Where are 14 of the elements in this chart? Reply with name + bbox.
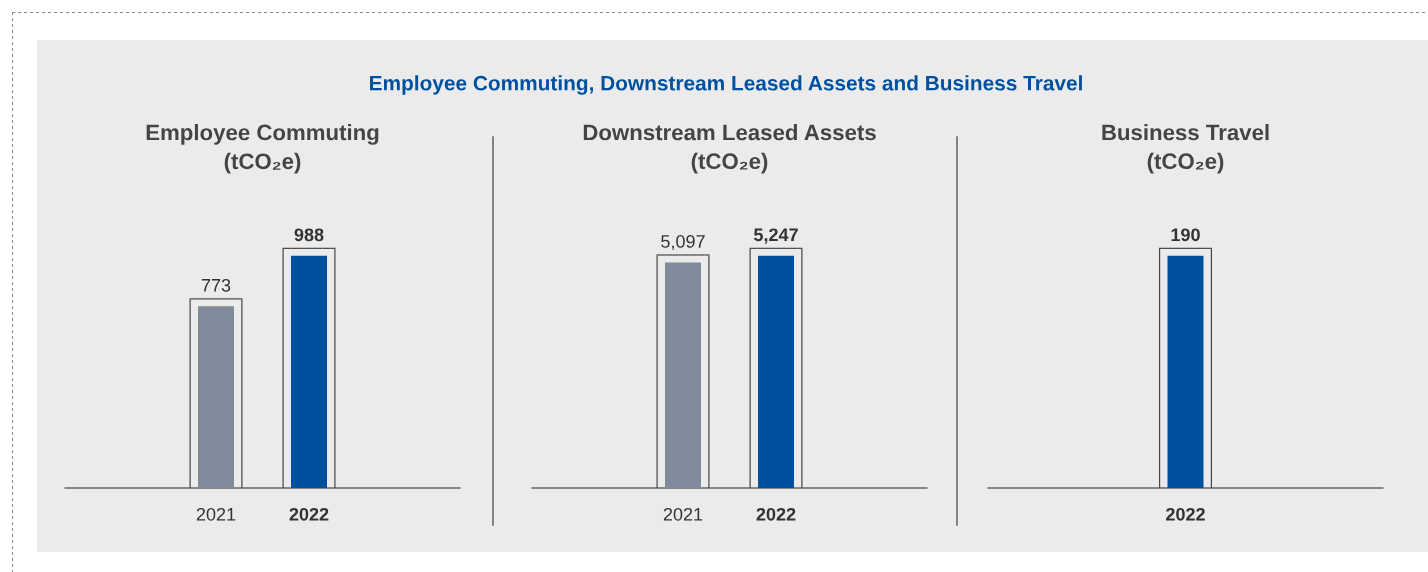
chart-title: Business Travel (tCO₂e) (1102, 124, 1269, 174)
data-label: 5,247 (753, 228, 798, 244)
data-label: 773 (201, 278, 231, 292)
chart-title: Employee Commuting (tCO₂e) (146, 124, 379, 174)
x-tick-label: 2021 (663, 507, 703, 521)
chart-title: Downstream Leased Assets (tCO₂e) (583, 124, 876, 174)
x-tick-label: 2021 (196, 507, 236, 521)
data-label: 5,097 (661, 235, 705, 250)
x-tick-label: 2022 (289, 507, 329, 521)
data-label: 988 (294, 228, 324, 242)
text: Employee Commuting, Downstream Leased Assets and Business Travel (370, 75, 1082, 95)
x-tick-label: 2022 (756, 507, 796, 521)
x-tick-label: 2022 (1166, 507, 1205, 521)
data-label: 190 (1171, 228, 1200, 242)
